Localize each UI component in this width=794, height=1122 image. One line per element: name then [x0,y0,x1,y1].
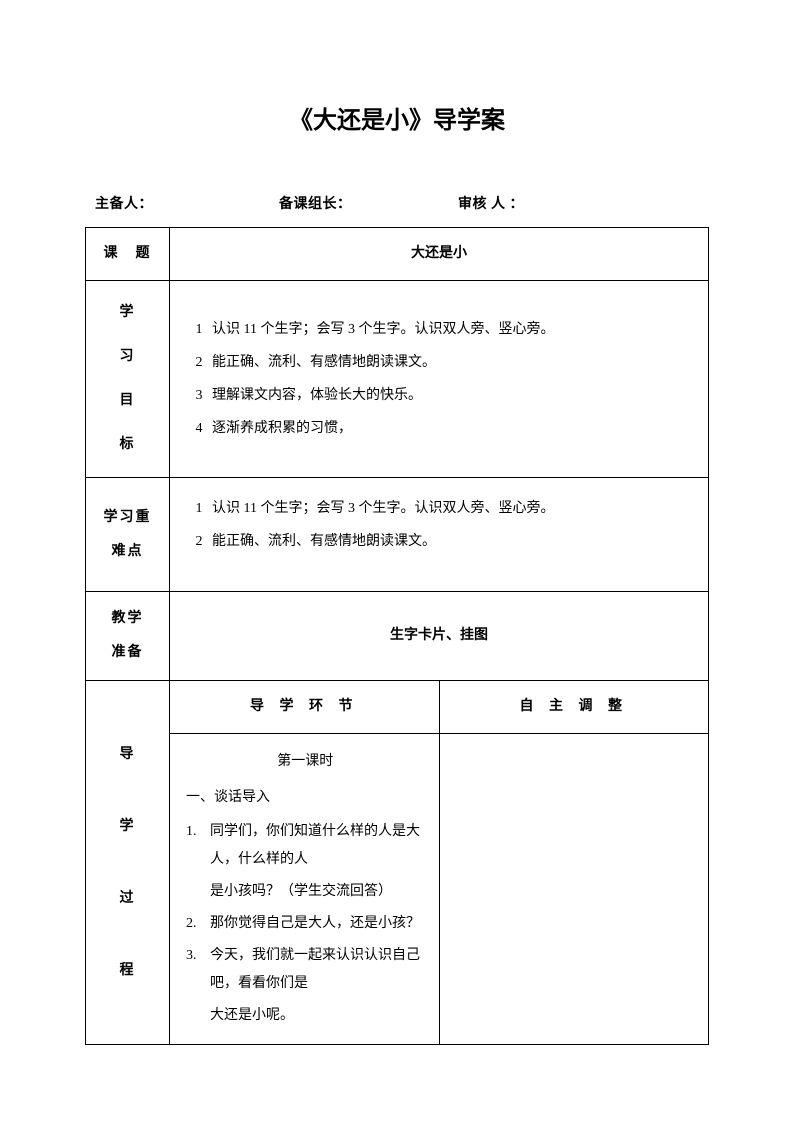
goals-label: 学 习 目 标 [86,281,170,478]
goal-text: 能正确、流利、有感情地朗读课文。 [212,349,694,377]
list-item: 4逐渐养成积累的习惯， [186,415,694,443]
table-row: 导 学 过 程 导 学 环 节 自 主 调 整 [86,681,709,734]
guide-steps-header: 导 学 环 节 [170,681,440,734]
keypoints-cell: 1认识 11 个生字；会写 3 个生字。认识双人旁、竖心旁。 2能正确、流利、有… [170,478,709,592]
table-row: 第一课时 一、谈话导入 1. 同学们，你们知道什么样的人是大人，什么样的人 是小… [86,734,709,1045]
guide-label-char: 导 [120,741,136,769]
section-heading: 一、谈话导入 [186,784,425,812]
meta-row: 主备人： 备课组长： 审核 人 ： [85,193,709,213]
reviewer-label: 审核 人 ： [458,193,524,213]
prep-value: 生字卡片、挂图 [170,592,709,681]
list-item: 1. 同学们，你们知道什么样的人是大人，什么样的人 [186,818,425,874]
prep-label-line: 准备 [90,636,165,670]
list-item: 3. 今天，我们就一起来认识认识自己吧，看看你们是 [186,942,425,998]
guide-label-char: 程 [120,957,136,985]
list-item: 2. 那你觉得自己是大人，还是小孩？ [186,910,425,938]
keypoints-label: 学习重 难点 [86,478,170,592]
lesson-heading: 第一课时 [186,748,425,776]
lesson-plan-table: 课 题 大还是小 学 习 目 标 1认识 11 个生字；会写 3 个生字。认识双… [85,227,709,1045]
step-text-cont: 大还是小呢。 [186,1002,425,1030]
table-row: 教学 准备 生字卡片、挂图 [86,592,709,681]
topic-value: 大还是小 [170,228,709,281]
step-number: 2. [186,910,210,938]
table-row: 课 题 大还是小 [86,228,709,281]
goal-text: 认识 11 个生字；会写 3 个生字。认识双人旁、竖心旁。 [212,316,694,344]
step-number: 3. [186,942,210,970]
list-item: 1认识 11 个生字；会写 3 个生字。认识双人旁、竖心旁。 [186,495,694,523]
step-text: 同学们，你们知道什么样的人是大人，什么样的人 [210,818,425,874]
prep-label: 教学 准备 [86,592,170,681]
goals-label-char: 习 [120,343,136,371]
goal-text: 逐渐养成积累的习惯， [212,415,694,443]
step-text-cont: 是小孩吗？（学生交流回答） [186,878,425,906]
guide-steps-cell: 第一课时 一、谈话导入 1. 同学们，你们知道什么样的人是大人，什么样的人 是小… [170,734,440,1045]
goal-number: 4 [186,415,212,443]
keypoint-number: 1 [186,495,212,523]
table-row: 学 习 目 标 1认识 11 个生字；会写 3 个生字。认识双人旁、竖心旁。 2… [86,281,709,478]
list-item: 3理解课文内容，体验长大的快乐。 [186,382,694,410]
keypoints-label-line: 难点 [90,535,165,569]
keypoint-text: 认识 11 个生字；会写 3 个生字。认识双人旁、竖心旁。 [212,495,694,523]
goals-label-char: 目 [120,387,136,415]
goal-text: 理解课文内容，体验长大的快乐。 [212,382,694,410]
goals-label-char: 标 [120,431,136,459]
guide-process-label: 导 学 过 程 [86,681,170,1045]
preparer-label: 主备人： [95,193,275,213]
goal-number: 3 [186,382,212,410]
goal-number: 1 [186,316,212,344]
guide-label-char: 学 [120,813,136,841]
goals-cell: 1认识 11 个生字；会写 3 个生字。认识双人旁、竖心旁。 2能正确、流利、有… [170,281,709,478]
goals-label-char: 学 [120,299,136,327]
keypoint-text: 能正确、流利、有感情地朗读课文。 [212,528,694,556]
topic-label: 课 题 [86,228,170,281]
keypoint-number: 2 [186,528,212,556]
guide-label-char: 过 [120,885,136,913]
step-number: 1. [186,818,210,846]
group-leader-label: 备课组长： [279,193,454,213]
step-text: 今天，我们就一起来认识认识自己吧，看看你们是 [210,942,425,998]
list-item: 2能正确、流利、有感情地朗读课文。 [186,349,694,377]
self-adjust-cell [439,734,709,1045]
step-text: 那你觉得自己是大人，还是小孩？ [210,910,425,938]
self-adjust-header: 自 主 调 整 [439,681,709,734]
page-title: 《大还是小》导学案 [85,100,709,135]
keypoints-label-line: 学习重 [90,501,165,535]
list-item: 2能正确、流利、有感情地朗读课文。 [186,528,694,556]
prep-label-line: 教学 [90,602,165,636]
table-row: 学习重 难点 1认识 11 个生字；会写 3 个生字。认识双人旁、竖心旁。 2能… [86,478,709,592]
goal-number: 2 [186,349,212,377]
list-item: 1认识 11 个生字；会写 3 个生字。认识双人旁、竖心旁。 [186,316,694,344]
